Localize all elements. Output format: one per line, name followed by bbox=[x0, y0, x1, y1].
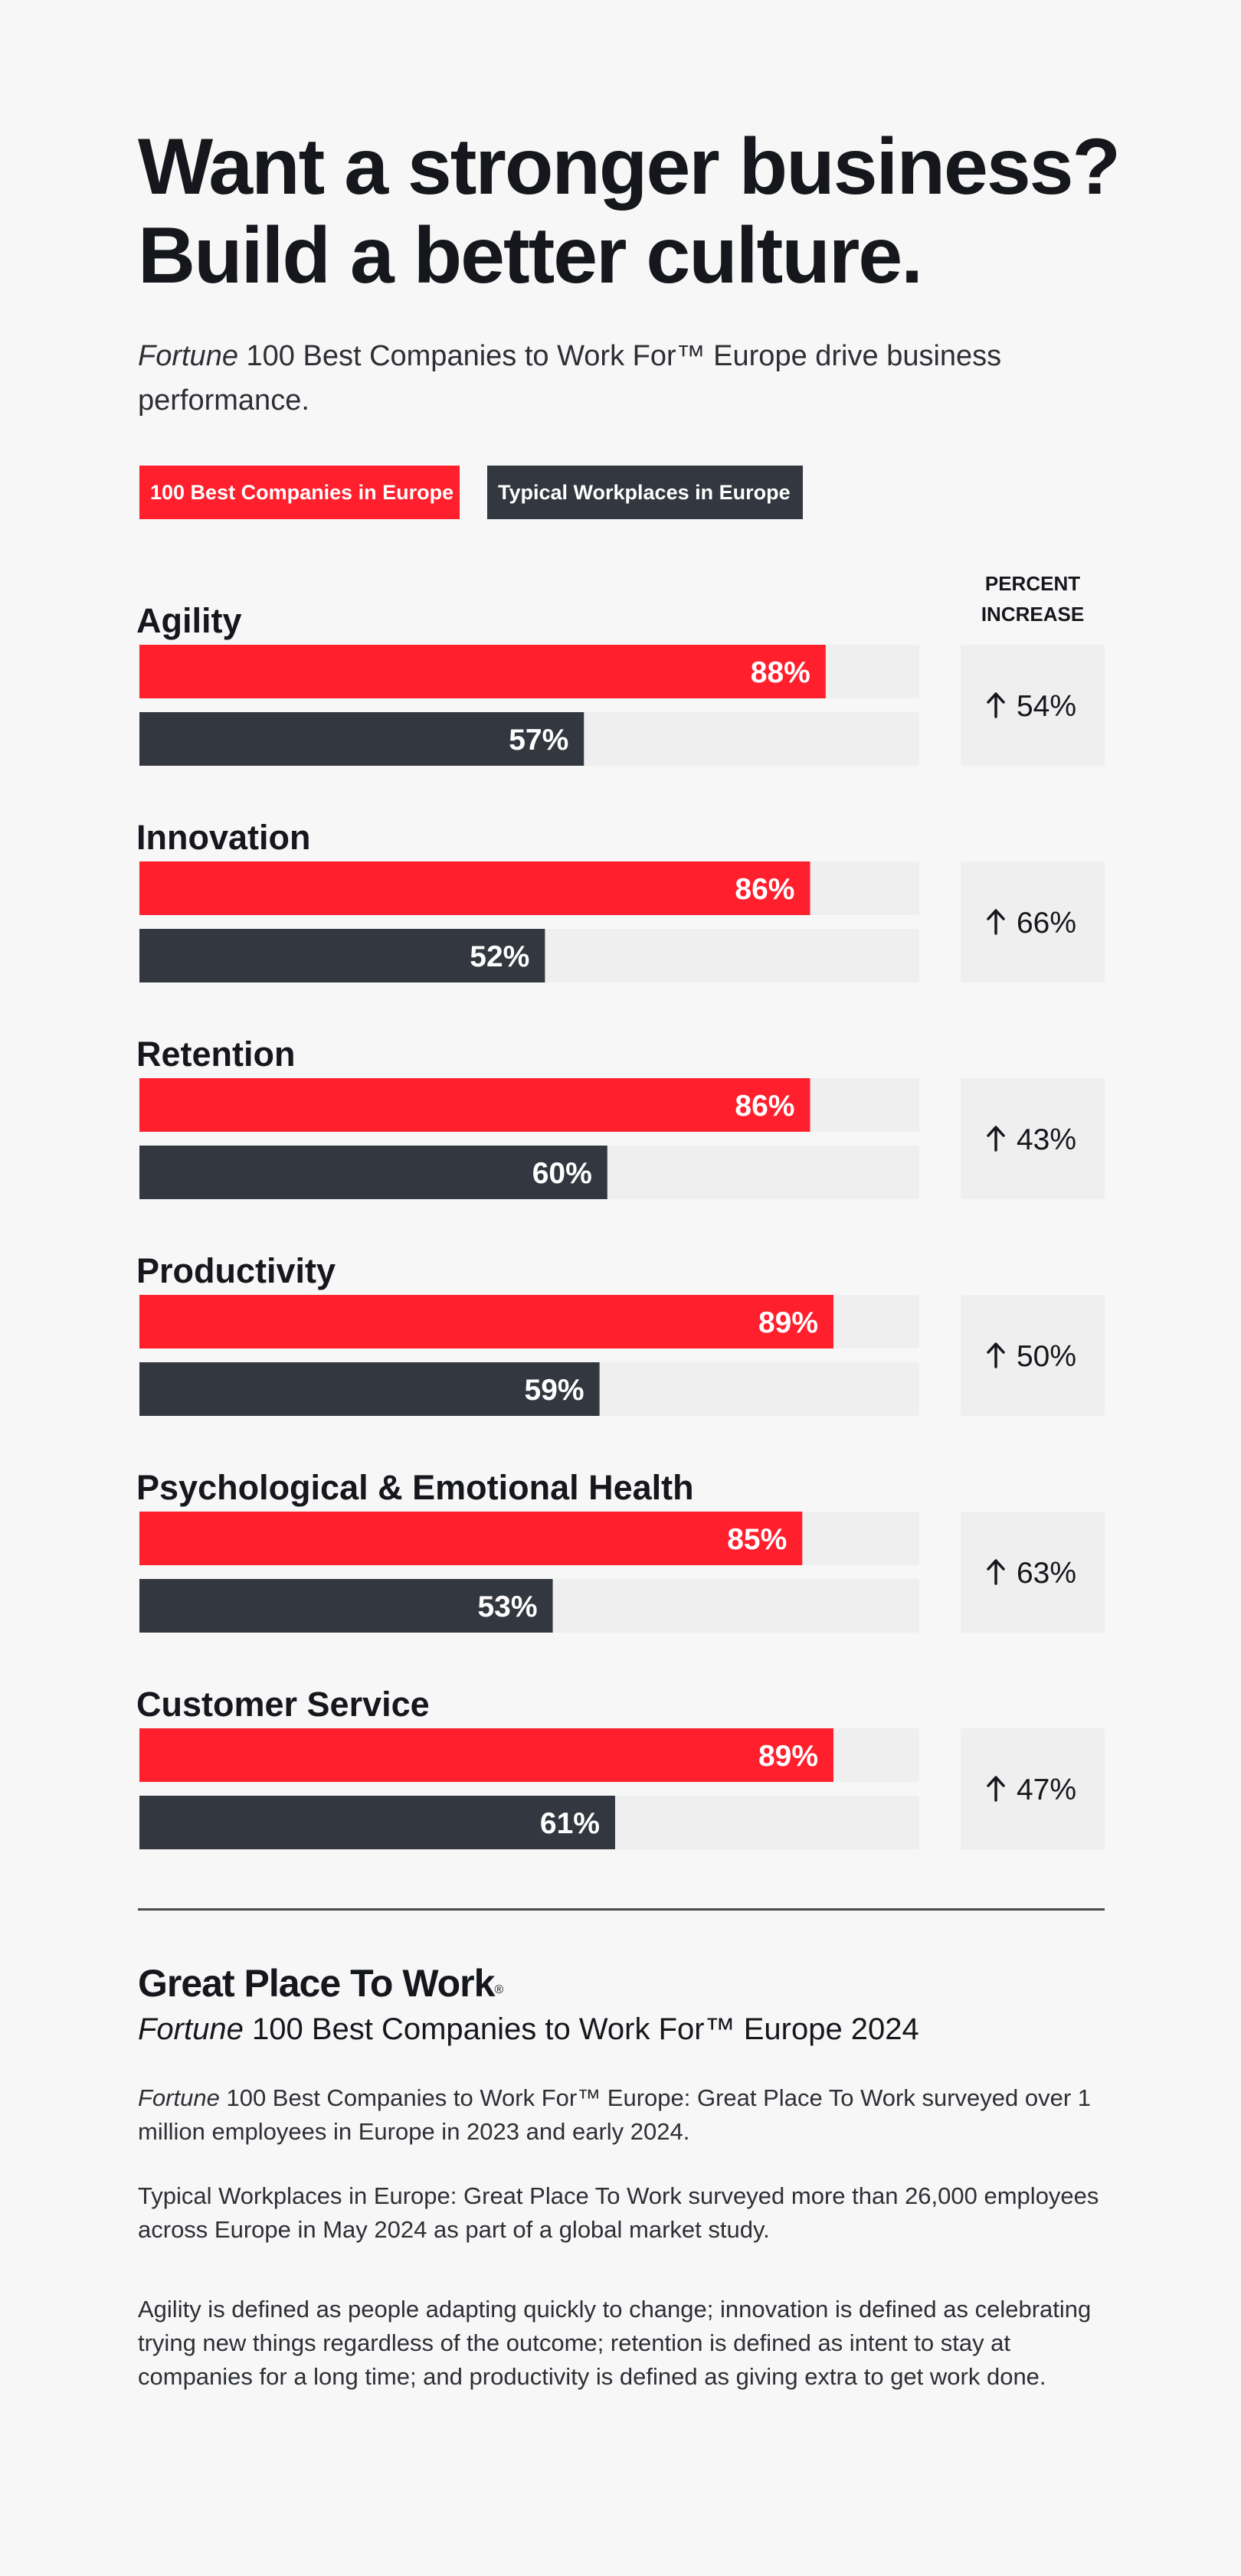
note-typical-workplaces: Typical Workplaces in Europe: Great Plac… bbox=[138, 2182, 1099, 2243]
note-best-italic: Fortune bbox=[138, 2084, 220, 2111]
bar-value-innovation-typical: 52% bbox=[470, 940, 529, 973]
note-definitions: Agility is defined as people adapting qu… bbox=[138, 2296, 1092, 2390]
increase-box-productivity bbox=[961, 1295, 1105, 1416]
arrow-up-icon bbox=[987, 1776, 1005, 1802]
brand-logo: Great Place To Work® bbox=[138, 1960, 503, 2013]
list-name-text: 100 Best Companies to Work For™ Europe 2… bbox=[243, 2012, 919, 2046]
legend-best-companies: 100 Best Companies in Europe bbox=[139, 466, 460, 519]
category-label-retention: Retention bbox=[136, 1035, 296, 1074]
increase-box-retention bbox=[961, 1078, 1105, 1199]
bar-value-productivity-best: 89% bbox=[758, 1306, 818, 1339]
bar-value-retention-typical: 60% bbox=[532, 1157, 592, 1190]
list-name-italic: Fortune bbox=[138, 2012, 244, 2046]
bar-innovation-best bbox=[139, 861, 810, 915]
title-line-1: Want a stronger business? bbox=[138, 123, 1121, 211]
category-label-customer-service: Customer Service bbox=[136, 1685, 430, 1724]
increase-value-innovation: 66% bbox=[1017, 907, 1076, 940]
footer-divider bbox=[138, 1908, 1105, 1911]
increase-value-agility: 54% bbox=[1017, 690, 1076, 723]
increase-box-psychological-emotional-health bbox=[961, 1512, 1105, 1633]
bar-innovation-typical bbox=[139, 929, 545, 982]
percent-increase-header: PERCENT INCREASE bbox=[981, 572, 1085, 626]
bar-value-innovation-best: 86% bbox=[735, 873, 794, 906]
page-subtitle: Fortune 100 Best Companies to Work For™ … bbox=[138, 334, 1134, 423]
increase-box-innovation bbox=[961, 861, 1105, 982]
increase-box-agility bbox=[961, 645, 1105, 766]
bar-productivity-best bbox=[139, 1295, 834, 1348]
arrow-up-icon bbox=[987, 692, 1005, 718]
bar-psychological-emotional-health-typical bbox=[139, 1579, 553, 1633]
bar-retention-typical bbox=[139, 1146, 607, 1199]
arrow-up-icon bbox=[987, 1559, 1005, 1585]
category-label-innovation: Innovation bbox=[136, 818, 310, 857]
bar-value-customer-service-best: 89% bbox=[758, 1740, 818, 1773]
arrow-up-icon bbox=[987, 909, 1005, 935]
brand-registered-mark: ® bbox=[494, 1983, 504, 1996]
bar-customer-service-best bbox=[139, 1728, 834, 1782]
increase-value-retention: 43% bbox=[1017, 1123, 1076, 1156]
page-title: Want a stronger business? Build a better… bbox=[138, 123, 1134, 300]
increase-value-psychological-emotional-health: 63% bbox=[1017, 1557, 1076, 1590]
legend-typical-workplaces: Typical Workplaces in Europe bbox=[487, 466, 803, 519]
category-label-psychological-emotional-health: Psychological & Emotional Health bbox=[136, 1468, 694, 1507]
bar-value-retention-best: 86% bbox=[735, 1090, 794, 1123]
arrow-up-icon bbox=[987, 1126, 1005, 1152]
bar-agility-best bbox=[139, 645, 826, 698]
title-line-2: Build a better culture. bbox=[138, 211, 923, 300]
bar-chart: Agility 88% 57% 54% Innovation 86% 52% 66% Reten… bbox=[136, 601, 1105, 1849]
note-best-text: 100 Best Companies to Work For™ Europe: … bbox=[138, 2084, 1092, 2145]
brand-name: Great Place To Work bbox=[138, 1962, 495, 2005]
bar-value-agility-typical: 57% bbox=[509, 724, 568, 757]
list-name: Fortune 100 Best Companies to Work For™ … bbox=[138, 2008, 919, 2051]
increase-value-customer-service: 47% bbox=[1017, 1773, 1076, 1806]
arrow-up-icon bbox=[987, 1342, 1005, 1368]
bar-value-productivity-typical: 59% bbox=[525, 1374, 584, 1407]
category-label-productivity: Productivity bbox=[136, 1251, 336, 1290]
bar-customer-service-typical bbox=[139, 1796, 615, 1849]
bar-value-customer-service-typical: 61% bbox=[540, 1807, 600, 1840]
bar-psychological-emotional-health-best bbox=[139, 1512, 803, 1565]
increase-box-customer-service bbox=[961, 1728, 1105, 1849]
bar-agility-typical bbox=[139, 712, 584, 766]
bar-value-psychological-emotional-health-best: 85% bbox=[727, 1523, 787, 1556]
subtitle-text: 100 Best Companies to Work For™ Europe d… bbox=[138, 340, 1002, 417]
category-label-agility: Agility bbox=[136, 601, 242, 640]
increase-value-productivity: 50% bbox=[1017, 1340, 1076, 1373]
bar-retention-best bbox=[139, 1078, 810, 1132]
bar-productivity-typical bbox=[139, 1362, 600, 1416]
note-best-companies: Fortune 100 Best Companies to Work For™ … bbox=[138, 2081, 1118, 2149]
bar-value-psychological-emotional-health-typical: 53% bbox=[477, 1590, 537, 1623]
subtitle-italic: Fortune bbox=[138, 340, 238, 372]
bar-value-agility-best: 88% bbox=[751, 656, 810, 689]
